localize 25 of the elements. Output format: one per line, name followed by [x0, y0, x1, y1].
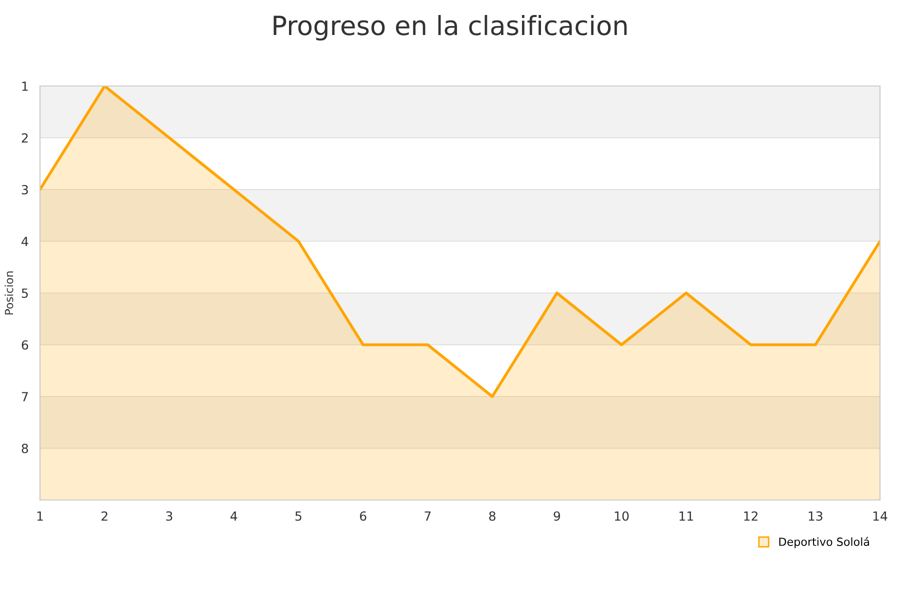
y-tick-label: 6	[22, 340, 28, 350]
y-tick-label: 8	[22, 444, 28, 454]
x-tick-label: 5	[295, 511, 302, 521]
x-tick-label: 12	[744, 511, 758, 521]
x-tick-label: 8	[489, 511, 496, 521]
x-tick-label: 4	[230, 511, 238, 521]
x-tick-label: 10	[614, 511, 629, 521]
y-axis-title: Posicion	[4, 271, 14, 314]
y-tick-label: 3	[22, 184, 28, 194]
x-tick-label: 1	[37, 511, 43, 521]
x-tick-label: 9	[554, 511, 560, 521]
chart-title: Progreso en la clasificacion	[274, 15, 627, 41]
x-tick-label: 11	[680, 511, 693, 521]
x-tick-label: 14	[873, 511, 888, 521]
y-tick-label: 4	[22, 236, 28, 246]
x-tick-label: 6	[360, 511, 366, 521]
y-tick-label: 5	[22, 288, 28, 298]
x-tick-label: 3	[166, 511, 172, 521]
y-tick-label: 1	[22, 82, 28, 91]
y-tick-label: 7	[22, 392, 28, 402]
x-tick-label: 13	[808, 511, 822, 521]
x-tick-label: 2	[102, 511, 108, 521]
y-tick-label: 2	[22, 133, 28, 142]
legend-label: Deportivo Sololá	[779, 536, 869, 548]
x-tick-label: 7	[424, 511, 431, 521]
